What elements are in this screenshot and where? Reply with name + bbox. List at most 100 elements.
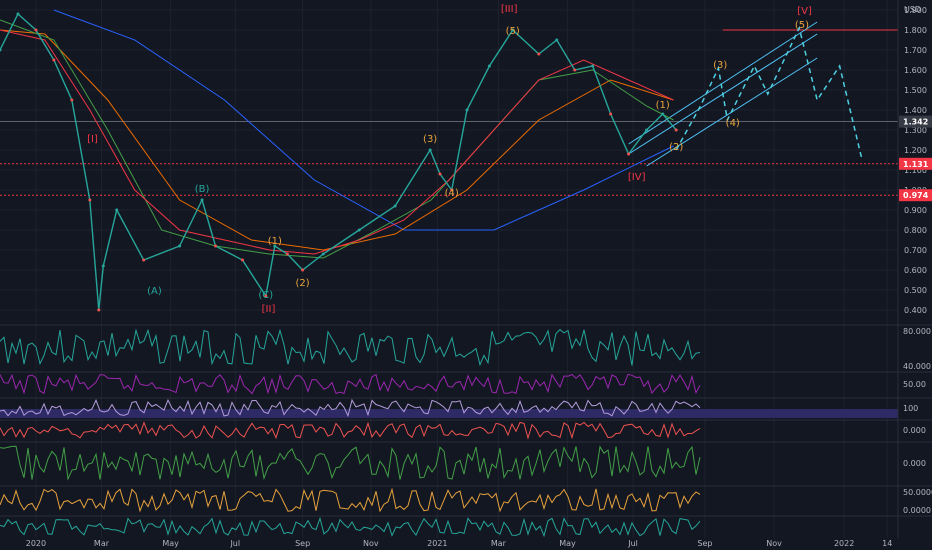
price-point — [240, 258, 244, 262]
price-point — [214, 244, 218, 248]
price-point — [273, 244, 277, 248]
channel-line — [628, 21, 818, 145]
wave-label: [V] — [797, 6, 812, 17]
y-axis[interactable]: USD 1.9001.8001.7001.6001.5001.4001.3001… — [899, 5, 932, 315]
wave-projection-line — [675, 25, 863, 161]
wave-label: (2) — [296, 278, 310, 289]
indicator-tick-label: 50.0000 — [903, 488, 932, 497]
price-point — [142, 258, 146, 262]
price-point — [438, 172, 442, 176]
indicator-tick-label: 80.000 — [903, 327, 931, 336]
indicator-tick-label: 0.000 — [903, 459, 926, 468]
main-price-pane[interactable]: [I] (A) (B) (C) [II] (1) (2) (3) (4) [III] (5) [IV]… — [0, 4, 898, 315]
oscillator-band — [0, 409, 898, 418]
y-tick-label: 0.400 — [904, 306, 927, 315]
price-point — [264, 294, 268, 298]
wave-label: [I] — [87, 134, 98, 145]
price-point — [591, 64, 595, 68]
price-point — [393, 204, 397, 208]
wave-label: (A) — [147, 286, 162, 297]
x-tick-label: May — [559, 539, 576, 548]
price-point — [428, 148, 432, 152]
moving-average-line — [0, 29, 674, 251]
price-point — [661, 112, 665, 116]
price-point — [97, 308, 101, 312]
y-tick-label: 0.700 — [904, 246, 927, 255]
wave-label: [II] — [262, 304, 276, 315]
y-tick-label: 0.600 — [904, 266, 927, 275]
x-tick-label: Jul — [229, 539, 240, 548]
grid — [0, 0, 898, 538]
x-tick-label: 2022 — [834, 539, 854, 548]
price-point — [200, 198, 204, 202]
x-tick-label: Sep — [697, 539, 712, 548]
indicator-line — [0, 398, 701, 418]
price-point — [487, 64, 491, 68]
y-tick-label: 1.100 — [904, 166, 927, 175]
current-price-tag — [899, 115, 932, 128]
moving-average-line — [0, 29, 674, 255]
current-price-label: 1.342 — [903, 118, 928, 127]
y-tick-label: 1.200 — [904, 146, 927, 155]
indicator-tick-label: 50.00 — [903, 380, 926, 389]
x-tick-label: Nov — [766, 539, 782, 548]
price-point — [0, 48, 2, 52]
y-tick-label: 0.500 — [904, 286, 927, 295]
indicator-tick-label: 0.0000 — [903, 506, 931, 515]
y-tick-label: 1.800 — [904, 26, 927, 35]
wave-label: [IV] — [628, 172, 646, 183]
price-point — [555, 38, 559, 42]
wave-label: (1) — [268, 236, 282, 247]
x-axis[interactable]: 2020 Mar May Jul Sep Nov 2021 Mar May Jul Sep Nov 20… — [26, 539, 893, 548]
x-tick-label: 2021 — [427, 539, 447, 548]
indicator-tick-label: 100 — [903, 404, 918, 413]
wave-label: [III] — [501, 4, 518, 15]
wave-label: (3) — [713, 60, 727, 71]
y-tick-label: 1.300 — [904, 126, 927, 135]
x-tick-label: Jul — [627, 539, 638, 548]
price-point — [357, 228, 361, 232]
indicator-line — [0, 421, 701, 440]
moving-average-line — [53, 9, 674, 231]
wave-label: (1) — [656, 100, 670, 111]
y-tick-label: 1.400 — [904, 106, 927, 115]
indicator-line — [0, 487, 701, 513]
indicator-line — [0, 516, 701, 538]
price-point — [511, 28, 515, 32]
x-tick-label: Sep — [295, 539, 310, 548]
x-tick-label: Nov — [363, 539, 379, 548]
wave-label: (C) — [258, 290, 273, 301]
y-tick-label: 1.700 — [904, 46, 927, 55]
price-point — [450, 188, 454, 192]
price-point — [70, 98, 74, 102]
wave-label: (5) — [795, 20, 809, 31]
price-point — [609, 112, 613, 116]
price-point — [645, 128, 649, 132]
wave-label: (4) — [445, 188, 459, 199]
y-tick-label: 1.500 — [904, 86, 927, 95]
level-price-label: 1.131 — [903, 160, 929, 169]
price-point — [52, 58, 56, 62]
indicator-tick-label: 0.000 — [903, 426, 926, 435]
indicator-panes[interactable]: 80.000 40.000 50.00 100 0.000 0.000 50.0000 0.0… — [0, 0, 932, 538]
wave-label: (2) — [669, 142, 683, 153]
level-price-label: 0.974 — [903, 191, 929, 200]
price-point — [627, 152, 631, 156]
price-point — [16, 12, 20, 16]
price-point — [88, 198, 92, 202]
level-price-tag — [899, 189, 932, 202]
wave-label: (B) — [195, 184, 210, 195]
price-point — [178, 244, 182, 248]
indicator-line — [0, 328, 701, 367]
price-point — [115, 208, 119, 212]
y-tick-label: 1.900 — [904, 6, 927, 15]
price-point — [285, 252, 289, 256]
x-tick-label: 2020 — [26, 539, 46, 548]
price-point — [537, 52, 541, 56]
indicator-tick-label: 40.000 — [903, 362, 931, 371]
wave-label: (3) — [423, 134, 437, 145]
wave-label: (5) — [506, 26, 520, 37]
price-point — [465, 108, 469, 112]
